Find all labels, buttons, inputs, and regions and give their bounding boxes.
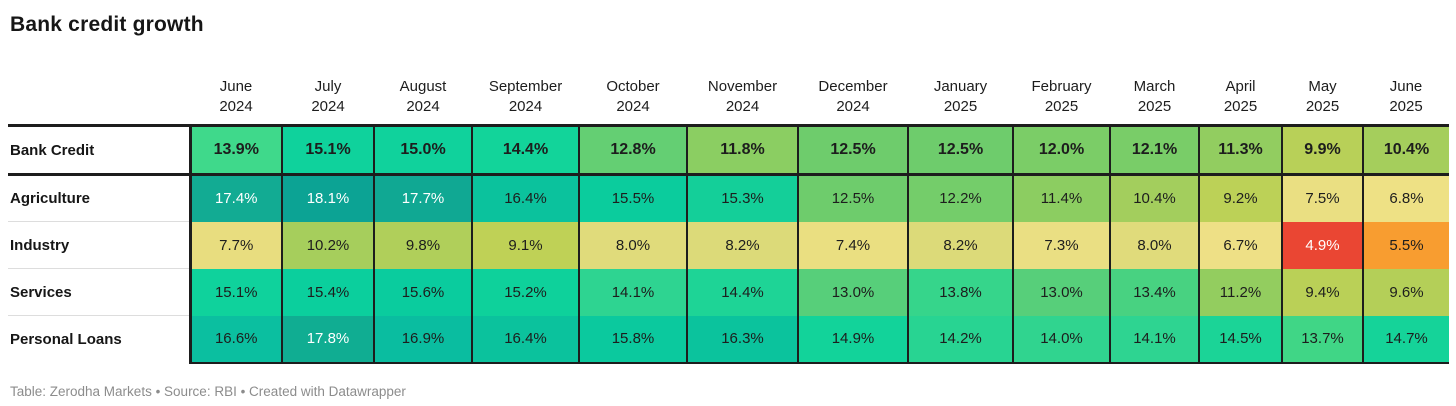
heatmap-cell: 14.4% <box>471 125 579 176</box>
heatmap-cell: 13.0% <box>797 268 908 316</box>
heatmap-cell: 7.3% <box>1012 221 1110 269</box>
heatmap-cell: 14.9% <box>797 315 908 364</box>
heatmap-cell: 14.0% <box>1012 315 1110 364</box>
heatmap-cell: 13.9% <box>188 125 282 176</box>
heatmap-cell: 7.7% <box>188 221 282 269</box>
heatmap-cell: 17.4% <box>188 174 282 222</box>
table-row: Services 15.1% 15.4% 15.6% 15.2% 14.1% 14.4% 13… <box>8 268 1449 316</box>
column-header: June 2025 <box>1363 37 1449 127</box>
column-header: November 2024 <box>687 37 798 127</box>
heatmap-cell: 11.2% <box>1198 268 1282 316</box>
column-header: May 2025 <box>1282 37 1363 127</box>
heatmap-cell: 8.2% <box>686 221 798 269</box>
heatmap-cell: 17.8% <box>281 315 374 364</box>
heatmap-cell: 14.1% <box>578 268 687 316</box>
heatmap-cell: 8.2% <box>907 221 1013 269</box>
heatmap-cell: 11.3% <box>1198 125 1282 176</box>
heatmap-cell: 17.7% <box>373 174 472 222</box>
heatmap-cell: 15.1% <box>188 268 282 316</box>
heatmap-cell: 16.3% <box>686 315 798 364</box>
heatmap-cell: 7.4% <box>797 221 908 269</box>
heatmap-cell: 15.0% <box>373 125 472 176</box>
credit-growth-table: June 2024 July 2024 August 2024 September 2024 O… <box>8 37 1449 364</box>
heatmap-cell: 12.5% <box>907 125 1013 176</box>
heatmap-cell: 14.1% <box>1109 315 1199 364</box>
heatmap-cell: 8.0% <box>578 221 687 269</box>
heatmap-cell: 13.0% <box>1012 268 1110 316</box>
heatmap-cell: 9.1% <box>471 221 579 269</box>
table-row: Industry 7.7% 10.2% 9.8% 9.1% 8.0% 8.2% 7.4% 8.2… <box>8 221 1449 269</box>
heatmap-cell: 11.4% <box>1012 174 1110 222</box>
heatmap-cell: 12.1% <box>1109 125 1199 176</box>
heatmap-cell: 14.5% <box>1198 315 1282 364</box>
heatmap-cell: 12.5% <box>797 174 908 222</box>
column-header: October 2024 <box>579 37 687 127</box>
corner-cell <box>8 37 190 127</box>
heatmap-cell: 15.3% <box>686 174 798 222</box>
heatmap-cell: 14.4% <box>686 268 798 316</box>
heatmap-cell: 12.2% <box>907 174 1013 222</box>
heatmap-cell: 12.0% <box>1012 125 1110 176</box>
row-label: Bank Credit <box>8 125 190 176</box>
heatmap-cell: 9.4% <box>1281 268 1363 316</box>
row-label: Services <box>8 268 190 316</box>
table-body: Bank Credit 13.9% 15.1% 15.0% 14.4% 12.8% 11.8… <box>8 125 1449 364</box>
row-label: Personal Loans <box>8 315 190 363</box>
column-header: January 2025 <box>908 37 1013 127</box>
heatmap-cell: 14.2% <box>907 315 1013 364</box>
header-row: June 2024 July 2024 August 2024 September 2024 O… <box>8 37 1449 127</box>
heatmap-cell: 15.1% <box>281 125 374 176</box>
heatmap-cell: 16.4% <box>471 315 579 364</box>
heatmap-cell: 4.9% <box>1281 221 1363 269</box>
heatmap-cell: 16.4% <box>471 174 579 222</box>
row-label: Agriculture <box>8 174 190 222</box>
chart-title: Bank credit growth <box>10 13 204 36</box>
column-header: April 2025 <box>1199 37 1282 127</box>
heatmap-cell: 10.4% <box>1109 174 1199 222</box>
column-header: June 2024 <box>190 37 282 127</box>
heatmap-cell: 15.4% <box>281 268 374 316</box>
heatmap-cell: 9.6% <box>1362 268 1449 316</box>
heatmap-cell: 13.8% <box>907 268 1013 316</box>
column-header: July 2024 <box>282 37 374 127</box>
heatmap-cell: 6.7% <box>1198 221 1282 269</box>
heatmap-cell: 16.9% <box>373 315 472 364</box>
heatmap-cell: 15.5% <box>578 174 687 222</box>
heatmap-cell: 5.5% <box>1362 221 1449 269</box>
heatmap-cell: 15.8% <box>578 315 687 364</box>
heatmap-cell: 12.8% <box>578 125 687 176</box>
heatmap-cell: 16.6% <box>188 315 282 364</box>
heatmap-cell: 9.2% <box>1198 174 1282 222</box>
heatmap-cell: 10.2% <box>281 221 374 269</box>
column-header: February 2025 <box>1013 37 1110 127</box>
column-header: December 2024 <box>798 37 908 127</box>
heatmap-cell: 18.1% <box>281 174 374 222</box>
heatmap-cell: 8.0% <box>1109 221 1199 269</box>
heatmap-cell: 12.5% <box>797 125 908 176</box>
heatmap-cell: 7.5% <box>1281 174 1363 222</box>
heatmap-cell: 15.6% <box>373 268 472 316</box>
column-header: September 2024 <box>472 37 579 127</box>
heatmap-cell: 6.8% <box>1362 174 1449 222</box>
heatmap-cell: 15.2% <box>471 268 579 316</box>
row-label: Industry <box>8 221 190 269</box>
column-header: August 2024 <box>374 37 472 127</box>
heatmap-cell: 13.4% <box>1109 268 1199 316</box>
heatmap-cell: 13.7% <box>1281 315 1363 364</box>
attribution-text: Table: Zerodha Markets • Source: RBI • C… <box>10 383 406 399</box>
table-row: Agriculture 17.4% 18.1% 17.7% 16.4% 15.5% 15.3… <box>8 174 1449 222</box>
heatmap-cell: 9.9% <box>1281 125 1363 176</box>
heatmap-cell: 9.8% <box>373 221 472 269</box>
heatmap-cell: 10.4% <box>1362 125 1449 176</box>
table-row: Personal Loans 16.6% 17.8% 16.9% 16.4% 15.8% 1… <box>8 315 1449 364</box>
table-row: Bank Credit 13.9% 15.1% 15.0% 14.4% 12.8% 11.8… <box>8 125 1449 176</box>
column-header: March 2025 <box>1110 37 1199 127</box>
heatmap-cell: 11.8% <box>686 125 798 176</box>
heatmap-cell: 14.7% <box>1362 315 1449 364</box>
